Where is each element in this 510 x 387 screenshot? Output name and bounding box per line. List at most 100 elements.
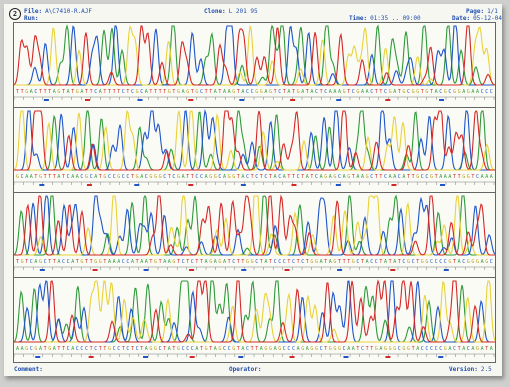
base-call-mark: C (90, 174, 93, 180)
page-logo: 2 (9, 8, 21, 20)
base-call-mark: G (444, 346, 447, 352)
position-marker (143, 356, 149, 358)
base-call-mark: G (467, 259, 470, 265)
base-call-mark: G (467, 89, 470, 95)
base-call-mark: A (476, 89, 479, 95)
base-call-mark: A (329, 259, 332, 265)
base-call-mark: C (407, 89, 410, 95)
date-field: Date: 05-12-04 (452, 15, 502, 22)
base-call-mark: T (237, 89, 240, 95)
base-call-mark: C (490, 89, 493, 95)
base-call-mark: A (338, 89, 341, 95)
base-call-mark: A (361, 89, 364, 95)
base-call-mark: A (241, 346, 244, 352)
base-call-mark: T (338, 259, 341, 265)
base-call-mark: C (108, 174, 111, 180)
base-call-mark: C (297, 174, 300, 180)
base-call-mark: C (338, 174, 341, 180)
base-call-mark: T (122, 346, 125, 352)
base-call-mark: T (306, 89, 309, 95)
base-call-mark: G (375, 346, 378, 352)
position-marker (92, 269, 98, 271)
base-call-mark: G (264, 346, 267, 352)
base-call-mark: T (62, 89, 65, 95)
run-field: Run: (24, 15, 41, 22)
base-call-mark: C (324, 89, 327, 95)
base-call-mark: C (425, 174, 428, 180)
base-call-mark: T (421, 89, 424, 95)
base-call-mark: G (117, 174, 120, 180)
base-call-mark: T (287, 259, 290, 265)
base-call-mark: T (168, 174, 171, 180)
position-marker (291, 184, 297, 186)
base-call-mark: G (485, 259, 488, 265)
base-call-mark: T (90, 89, 93, 95)
position-marker (43, 99, 49, 101)
base-call-mark: T (108, 89, 111, 95)
base-call-mark: A (274, 346, 277, 352)
base-call-mark: C (67, 259, 70, 265)
position-marker (290, 99, 296, 101)
base-call-mark: G (172, 259, 175, 265)
base-call-mark: T (306, 259, 309, 265)
position-marker (84, 99, 90, 101)
base-call-mark: G (425, 89, 428, 95)
position-marker (438, 356, 444, 358)
base-call-mark: C (402, 259, 405, 265)
base-call-mark: A (490, 346, 493, 352)
base-call-mark: C (232, 259, 235, 265)
base-call-mark: C (131, 89, 134, 95)
base-call-mark: C (191, 346, 194, 352)
base-call-mark: A (306, 174, 309, 180)
base-call-mark: G (315, 259, 318, 265)
position-marker (88, 356, 94, 358)
base-call-mark: G (315, 346, 318, 352)
base-call-mark: C (223, 346, 226, 352)
base-call-mark: T (44, 174, 47, 180)
base-call-mark: A (352, 346, 355, 352)
base-call-mark: A (264, 259, 267, 265)
base-call-mark: C (398, 174, 401, 180)
base-call-mark: C (182, 346, 185, 352)
base-call-mark: C (246, 89, 249, 95)
base-call-mark: A (393, 89, 396, 95)
base-call-mark: G (310, 259, 313, 265)
base-call-mark: G (476, 346, 479, 352)
base-call-mark: G (310, 346, 313, 352)
base-call-mark: T (103, 89, 106, 95)
base-call-mark: G (209, 174, 212, 180)
base-call-mark: A (361, 174, 364, 180)
position-marker (284, 269, 290, 271)
base-call-mark: T (149, 89, 152, 95)
base-call-mark: G (232, 89, 235, 95)
base-call-mark: G (25, 89, 28, 95)
base-call-mark: T (44, 346, 47, 352)
base-call-mark: C (448, 89, 451, 95)
base-call-mark: C (467, 346, 470, 352)
base-call-mark: C (246, 174, 249, 180)
base-call-mark: T (99, 346, 102, 352)
base-call-mark: T (85, 89, 88, 95)
base-call-mark: A (94, 174, 97, 180)
base-call-mark: A (223, 89, 226, 95)
base-call-mark: G (333, 174, 336, 180)
base-call-mark: A (205, 174, 208, 180)
base-call-mark: C (172, 174, 175, 180)
base-call-mark: A (306, 346, 309, 352)
base-call-mark: C (370, 89, 373, 95)
base-call-mark: T (126, 89, 129, 95)
base-call-mark: G (136, 174, 139, 180)
base-call-mark: G (333, 346, 336, 352)
base-call-mark: C (453, 346, 456, 352)
base-call-mark: G (471, 259, 474, 265)
base-call-mark: T (471, 174, 474, 180)
base-call-mark: C (159, 346, 162, 352)
base-call-mark: A (223, 259, 226, 265)
trace-a-line (14, 110, 495, 171)
base-call-mark: T (149, 259, 152, 265)
base-call-mark: G (195, 89, 198, 95)
